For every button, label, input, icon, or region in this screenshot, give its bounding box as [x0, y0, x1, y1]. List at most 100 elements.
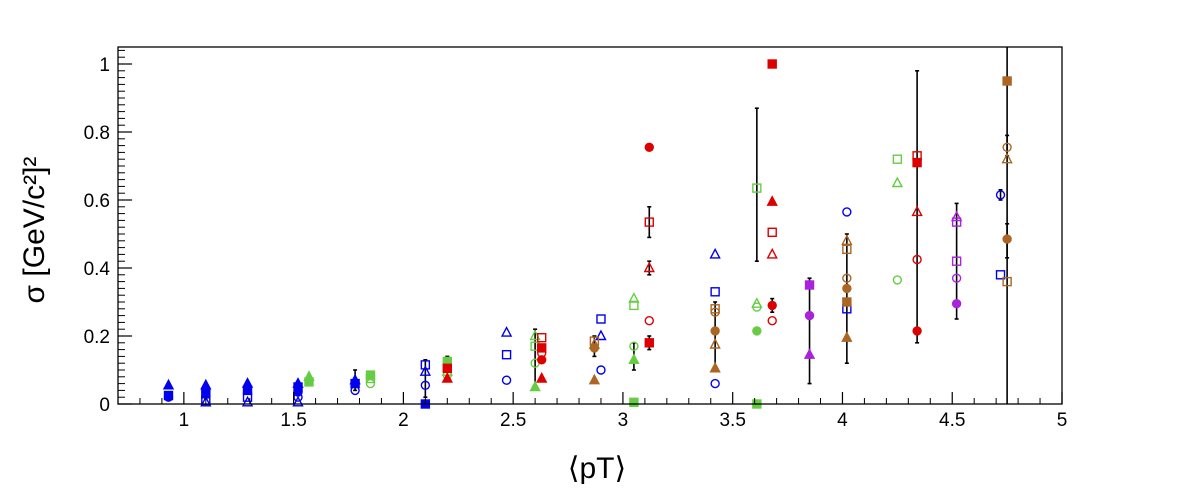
marker-open-square: [629, 300, 639, 311]
marker-open-square: [644, 217, 654, 227]
marker-filled-circle: [804, 310, 815, 321]
marker-open-square: [767, 227, 777, 238]
marker-filled-circle: [912, 326, 922, 336]
axis-tick-layer: 1 1.5 2 2.5 3 3.5 4 4.5 5 0 0.2 0.4 0.6 0.8 1: [84, 49, 1068, 431]
x-tick-label: 4: [837, 410, 848, 431]
marker-open-square: [501, 350, 512, 360]
marker-filled-circle: [710, 326, 720, 336]
marker-open-circle: [995, 190, 1006, 200]
marker-filled-square: [242, 385, 253, 396]
marker-filled-square: [804, 280, 815, 290]
marker-open-square: [892, 154, 903, 164]
x-axis-title: ⟨pT⟩: [568, 452, 626, 485]
marker-open-circle: [710, 378, 720, 389]
marker-filled-triangle: [709, 361, 721, 373]
y-tick-label: 0.8: [84, 123, 110, 144]
marker-open-circle: [1002, 142, 1012, 153]
marker-filled-square: [912, 157, 922, 168]
marker-filled-square: [644, 338, 654, 348]
marker-open-triangle: [419, 365, 432, 376]
marker-filled-square: [537, 343, 547, 353]
marker-filled-square: [842, 297, 852, 307]
marker-filled-triangle: [529, 380, 541, 392]
marker-filled-square: [1002, 76, 1012, 86]
marker-open-square: [420, 360, 431, 370]
marker-open-square: [951, 256, 962, 266]
x-tick-label: 5: [1057, 410, 1068, 431]
marker-open-circle: [951, 273, 962, 283]
marker-open-square: [1002, 276, 1012, 287]
marker-open-square: [995, 270, 1006, 280]
marker-open-square: [752, 183, 762, 193]
marker-open-square: [951, 217, 962, 227]
marker-open-triangle: [200, 395, 212, 407]
y-tick-label: 0.2: [84, 327, 110, 348]
marker-open-circle: [842, 207, 852, 217]
marker-open-triangle: [911, 205, 923, 217]
marker-open-circle: [892, 275, 903, 285]
y-tick-label: 1: [99, 55, 110, 76]
marker-filled-circle: [842, 283, 852, 294]
marker-filled-triangle: [628, 353, 640, 364]
marker-open-circle: [842, 273, 852, 283]
y-tick-label: 0: [99, 395, 110, 416]
marker-open-circle: [420, 380, 431, 390]
marker-filled-triangle: [803, 348, 816, 359]
x-tick-label: 3.5: [719, 410, 745, 431]
marker-open-circle: [767, 316, 777, 326]
marker-open-circle: [501, 375, 512, 385]
marker-open-triangle: [841, 234, 853, 246]
marker-open-square: [710, 287, 720, 297]
x-tick-label: 2: [398, 410, 409, 431]
marker-open-square: [365, 373, 376, 384]
marker-open-circle: [596, 365, 606, 375]
x-tick-label: 4.5: [939, 410, 965, 431]
marker-filled-square: [767, 59, 777, 69]
marker-filled-square: [629, 397, 639, 407]
marker-filled-square: [442, 363, 453, 373]
marker-open-triangle: [643, 261, 655, 273]
marker-open-circle: [644, 316, 654, 326]
marker-open-circle: [752, 302, 762, 312]
y-tick-label: 0.4: [84, 259, 111, 280]
marker-open-triangle: [709, 338, 721, 349]
marker-filled-triangle: [536, 372, 548, 383]
data-point-layer: [162, 59, 1013, 409]
marker-open-square: [842, 244, 852, 255]
marker-open-triangle: [766, 247, 778, 259]
marker-open-triangle: [751, 297, 763, 308]
marker-open-triangle: [595, 329, 607, 341]
marker-filled-circle: [644, 142, 654, 153]
marker-open-triangle: [628, 292, 640, 303]
marker-filled-circle: [163, 392, 174, 402]
marker-open-circle: [912, 254, 922, 265]
plot-frame: [117, 46, 1063, 405]
marker-open-square: [537, 333, 547, 343]
marker-filled-triangle: [766, 195, 778, 206]
marker-open-triangle: [1001, 152, 1013, 164]
marker-open-circle: [629, 341, 639, 351]
marker-filled-square: [304, 377, 314, 387]
marker-filled-circle: [589, 343, 600, 353]
marker-filled-circle: [537, 355, 547, 365]
marker-open-triangle: [709, 247, 721, 259]
marker-filled-triangle: [841, 331, 853, 342]
marker-filled-circle: [951, 299, 962, 309]
marker-filled-circle: [1002, 234, 1012, 244]
marker-filled-square: [350, 378, 360, 389]
marker-open-triangle: [950, 210, 963, 222]
marker-open-square: [242, 392, 253, 402]
marker-filled-triangle: [162, 378, 175, 390]
marker-open-triangle: [500, 326, 513, 337]
marker-open-triangle: [891, 176, 904, 188]
y-tick-label: 0.6: [84, 191, 110, 212]
marker-filled-triangle: [200, 378, 212, 390]
marker-open-square: [710, 304, 720, 314]
marker-filled-triangle: [441, 372, 453, 383]
marker-open-circle: [710, 307, 720, 317]
error-bar-layer: [353, 47, 1010, 404]
marker-open-triangle: [292, 395, 304, 407]
x-tick-label: 2.5: [500, 410, 526, 431]
marker-open-circle: [365, 378, 376, 389]
